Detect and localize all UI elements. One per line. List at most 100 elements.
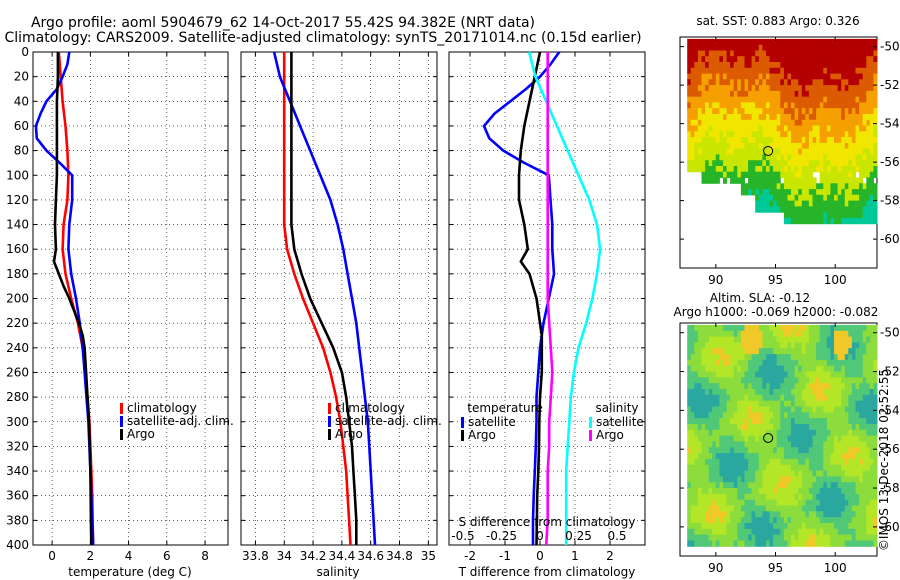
figure-title-line1: Argo profile: aoml 5904679_62 14-Oct-201… bbox=[31, 15, 535, 31]
y-tick-label: 100 bbox=[6, 168, 29, 182]
legend-swatch bbox=[461, 430, 464, 441]
legend-swatch bbox=[120, 416, 123, 427]
legend-satellite-adj-clim: satellite-adj. clim. bbox=[127, 414, 234, 428]
x-tick-label: 4 bbox=[125, 549, 133, 563]
y-tick-label: 260 bbox=[6, 365, 29, 379]
y-tick-label: 400 bbox=[6, 538, 29, 552]
legend-swatch bbox=[328, 403, 331, 414]
temperature-panel: 0204060801001201401601802002202402602803… bbox=[6, 45, 234, 563]
map-y-tick-label: -54 bbox=[880, 117, 900, 131]
series-line-t-argo bbox=[517, 51, 544, 546]
temperature-axis-label: temperature (deg C) bbox=[68, 565, 191, 579]
series-line-climatology bbox=[282, 52, 352, 546]
s-tick-label: 0.5 bbox=[607, 529, 626, 543]
legend-swatch bbox=[461, 417, 464, 428]
map-y-tick-label: -58 bbox=[880, 481, 900, 495]
y-tick-label: 140 bbox=[6, 218, 29, 232]
x-tick-label: 6 bbox=[163, 549, 171, 563]
y-tick-label: 60 bbox=[14, 119, 29, 133]
x-tick-label: 34.4 bbox=[329, 549, 356, 563]
argo-position-marker bbox=[763, 145, 774, 156]
s-tick-label: -0.5 bbox=[451, 529, 474, 543]
x-tick-label: 0 bbox=[48, 549, 56, 563]
x-tick-label: 0 bbox=[536, 549, 544, 563]
legend-swatch bbox=[120, 403, 123, 414]
y-tick-label: 200 bbox=[6, 292, 29, 306]
x-tick-label: 34.8 bbox=[386, 549, 413, 563]
x-tick-label: 35 bbox=[421, 549, 436, 563]
x-tick-label: 8 bbox=[201, 549, 209, 563]
x-tick-label: -1 bbox=[499, 549, 511, 563]
map-x-tick-label: 100 bbox=[824, 273, 847, 287]
sla-map-title-line2: Argo h1000: -0.069 h2000: -0.082 bbox=[674, 305, 879, 319]
map-y-tick-label: -60 bbox=[880, 520, 900, 534]
series-line-argo bbox=[52, 52, 93, 546]
sla-map-title-line1: Altim. SLA: -0.12 bbox=[710, 291, 810, 305]
x-tick-label: 33.8 bbox=[242, 549, 269, 563]
figure-title-line2: Climatology: CARS2009. Satellite-adjuste… bbox=[4, 30, 641, 46]
series-line-argo bbox=[290, 52, 358, 545]
sst-map-title: sat. SST: 0.883 Argo: 0.326 bbox=[696, 14, 859, 28]
map-y-tick-label: -52 bbox=[880, 78, 900, 92]
legend-s-satellite: satellite bbox=[596, 415, 644, 429]
map-x-tick-label: 95 bbox=[768, 561, 783, 575]
y-tick-label: 320 bbox=[6, 439, 29, 453]
series-line-s-argo bbox=[544, 52, 554, 546]
map-y-tick-label: -56 bbox=[880, 155, 900, 169]
y-tick-label: 0 bbox=[21, 45, 29, 59]
map-x-tick-label: 90 bbox=[708, 273, 723, 287]
x-tick-label: 2 bbox=[87, 549, 95, 563]
map-x-tick-label: 100 bbox=[824, 561, 847, 575]
y-tick-label: 240 bbox=[6, 341, 29, 355]
plot-frame bbox=[240, 51, 438, 546]
s-tick-label: 0 bbox=[536, 529, 544, 543]
y-tick-label: 80 bbox=[14, 144, 29, 158]
y-tick-label: 120 bbox=[6, 193, 29, 207]
legend-salinity-heading: salinity bbox=[595, 401, 638, 415]
y-tick-label: 180 bbox=[6, 267, 29, 281]
y-tick-label: 280 bbox=[6, 390, 29, 404]
legend-swatch bbox=[120, 429, 123, 440]
series-line-s-satellite bbox=[527, 51, 602, 545]
s-difference-axis-label: S difference from climatology bbox=[459, 515, 636, 529]
series-line-t-satellite bbox=[482, 51, 561, 545]
legend-satellite-adj-clim: satellite-adj. clim. bbox=[335, 414, 442, 428]
legend-t-satellite: satellite bbox=[468, 415, 516, 429]
plot-frame bbox=[32, 51, 229, 546]
series-line-satellite-adj-clim- bbox=[272, 51, 377, 546]
map-y-tick-label: -52 bbox=[880, 365, 900, 379]
y-tick-label: 360 bbox=[6, 489, 29, 503]
legend-swatch bbox=[328, 429, 331, 440]
map-raster bbox=[687, 38, 878, 225]
salinity-axis-label: salinity bbox=[316, 565, 359, 579]
t-difference-axis-label: T difference from climatology bbox=[458, 565, 636, 579]
salinity-panel: 33.8 34 34.2 34.4 34.6 34.8 35 climatologysatel… bbox=[240, 51, 442, 563]
legend-s-argo: Argo bbox=[596, 428, 624, 442]
legend-swatch bbox=[589, 430, 592, 441]
legend-swatch bbox=[589, 417, 592, 428]
map-y-tick-label: -60 bbox=[880, 232, 900, 246]
map-y-tick-label: -50 bbox=[880, 40, 900, 54]
y-tick-label: 20 bbox=[14, 70, 29, 84]
map-y-tick-label: -50 bbox=[880, 326, 900, 340]
difference-panel: -2 -1 0 1 2-0.5 -0.25 0 0.25 0.5temperaturesatel… bbox=[448, 51, 646, 563]
legend-swatch bbox=[328, 416, 331, 427]
x-tick-label: 1 bbox=[571, 549, 579, 563]
s-tick-label: 0.25 bbox=[565, 529, 592, 543]
legend-argo: Argo bbox=[127, 427, 155, 441]
y-tick-label: 300 bbox=[6, 415, 29, 429]
x-tick-label: -2 bbox=[464, 549, 476, 563]
legend-t-argo: Argo bbox=[468, 428, 496, 442]
map-x-tick-label: 90 bbox=[708, 561, 723, 575]
x-tick-label: 2 bbox=[606, 549, 614, 563]
sla-map-panel: -50 -52 -54 -56 -58 -60 90 95 100 bbox=[679, 322, 900, 575]
s-tick-label: -0.25 bbox=[486, 529, 517, 543]
x-tick-label: 34.2 bbox=[300, 549, 327, 563]
y-tick-label: 220 bbox=[6, 316, 29, 330]
y-tick-label: 340 bbox=[6, 464, 29, 478]
argo-position-marker bbox=[763, 432, 774, 443]
map-y-tick-label: -58 bbox=[880, 194, 900, 208]
x-tick-label: 34 bbox=[277, 549, 292, 563]
x-tick-label: 34.6 bbox=[357, 549, 384, 563]
